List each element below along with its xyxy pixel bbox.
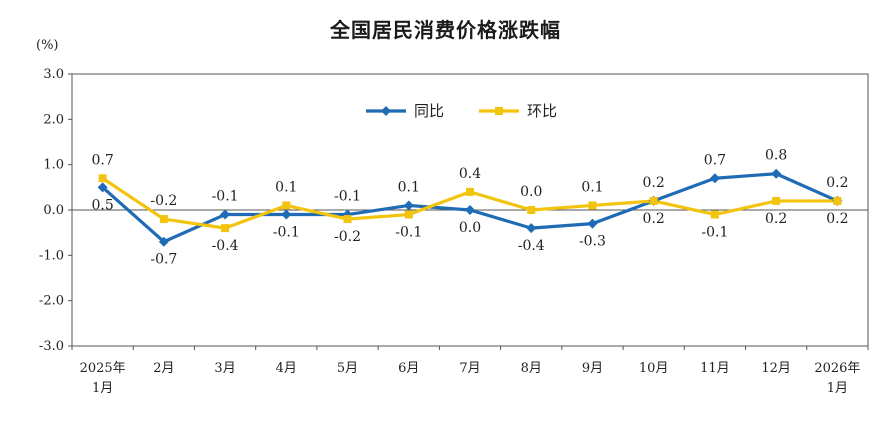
data-point-yoy: [587, 218, 598, 229]
data-point-yoy: [403, 200, 414, 211]
x-tick-label: 4月: [276, 361, 297, 376]
data-label-yoy: 0.2: [643, 175, 665, 191]
data-label-mom: -0.1: [395, 225, 422, 241]
x-tick-label: 5月: [337, 361, 358, 376]
y-tick-label: -3.0: [39, 339, 64, 354]
legend-label: 环比: [527, 102, 557, 120]
data-point-yoy: [158, 236, 169, 247]
data-label-mom: 0.0: [520, 184, 542, 200]
x-tick-label: 10月: [639, 361, 669, 376]
data-point-yoy: [526, 223, 537, 234]
y-tick-label: 3.0: [43, 67, 64, 82]
x-tick-label: 1月: [92, 381, 113, 396]
data-label-yoy: 0.8: [765, 148, 787, 164]
data-label-mom: 0.2: [643, 211, 665, 227]
data-label-yoy: 0.0: [459, 220, 481, 236]
data-point-mom: [710, 210, 719, 219]
data-point-yoy: [281, 209, 292, 220]
data-point-mom: [404, 210, 413, 219]
x-tick-label: 11月: [700, 361, 730, 376]
x-tick-label: 9月: [582, 361, 603, 376]
data-point-mom: [649, 196, 658, 205]
data-label-yoy: 0.5: [91, 197, 113, 213]
data-label-yoy: -0.4: [518, 238, 545, 254]
data-label-mom: 0.7: [91, 152, 113, 168]
x-tick-label: 2026年: [814, 361, 860, 376]
data-point-yoy: [97, 182, 108, 193]
chart-title: 全国居民消费价格涨跌幅: [330, 18, 561, 42]
data-label-mom: 0.2: [765, 211, 787, 227]
data-label-mom: 0.1: [275, 179, 297, 195]
x-tick-label: 2月: [153, 361, 174, 376]
x-tick-label: 12月: [761, 361, 791, 376]
data-label-mom: 0.1: [581, 179, 603, 195]
legend-marker: [495, 107, 503, 115]
x-tick-label: 2025年: [80, 361, 126, 376]
y-tick-label: 0.0: [43, 203, 64, 218]
data-point-mom: [98, 174, 107, 183]
data-point-mom: [588, 201, 597, 210]
data-label-yoy: 0.7: [704, 152, 726, 168]
data-label-yoy: -0.7: [150, 252, 177, 268]
y-axis-unit: (%): [36, 38, 59, 53]
data-label-yoy: -0.1: [212, 189, 239, 205]
data-label-mom: -0.4: [212, 238, 239, 254]
data-point-mom: [466, 187, 474, 196]
y-tick-label: -2.0: [39, 294, 64, 309]
x-tick-label: 1月: [827, 381, 848, 396]
data-point-mom: [527, 206, 536, 214]
data-point-yoy: [465, 205, 475, 215]
x-tick-label: 8月: [521, 361, 542, 376]
data-label-yoy: 0.2: [826, 175, 848, 191]
data-label-mom: 0.2: [826, 211, 848, 227]
data-point-yoy: [709, 173, 720, 184]
data-label-mom: -0.2: [334, 229, 361, 245]
data-point-mom: [833, 196, 842, 205]
data-point-mom: [282, 201, 291, 210]
data-label-yoy: -0.3: [579, 234, 606, 250]
data-label-mom: 0.4: [459, 166, 481, 182]
x-tick-label: 7月: [459, 361, 480, 376]
data-point-mom: [343, 215, 352, 224]
x-tick-label: 3月: [214, 361, 235, 376]
y-tick-label: 2.0: [43, 112, 64, 127]
legend-label: 同比: [414, 102, 444, 120]
data-label-yoy: -0.1: [273, 225, 300, 241]
x-tick-label: 6月: [398, 361, 419, 376]
data-label-yoy: 0.1: [398, 179, 420, 195]
data-label-mom: -0.1: [701, 225, 728, 241]
y-tick-label: -1.0: [39, 248, 64, 263]
legend-marker: [381, 106, 391, 116]
data-point-yoy: [771, 168, 782, 179]
y-tick-label: 1.0: [43, 158, 64, 173]
data-label-yoy: -0.1: [334, 189, 361, 205]
data-point-mom: [159, 215, 168, 224]
data-point-yoy: [220, 209, 231, 220]
data-label-mom: -0.2: [150, 193, 177, 209]
data-point-mom: [772, 196, 781, 205]
data-point-mom: [221, 224, 230, 233]
